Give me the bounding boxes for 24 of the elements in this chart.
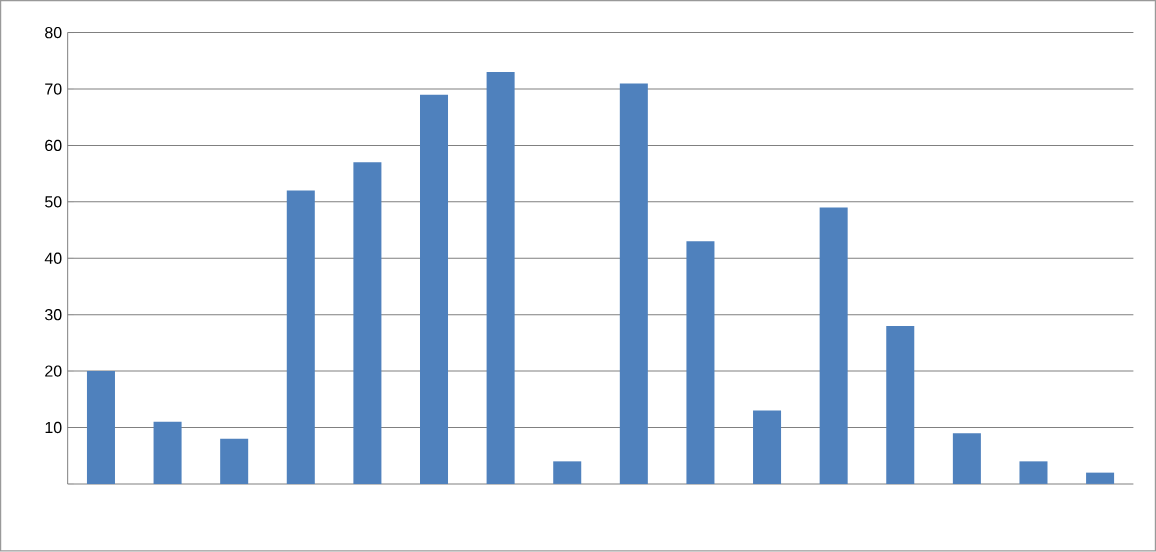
bar: [286, 190, 315, 485]
bar: [353, 162, 382, 485]
bar: [619, 83, 648, 485]
bar: [553, 461, 582, 485]
y-tick-label: 40: [44, 252, 62, 265]
y-tick-label: 50: [45, 196, 62, 208]
y-tick-label: 20: [45, 365, 62, 377]
bar: [753, 410, 782, 485]
bar: [486, 72, 515, 485]
y-tick-label: 10: [45, 422, 62, 434]
bar: [220, 439, 249, 485]
bar: [153, 422, 182, 485]
bar: [86, 371, 115, 485]
y-tick-label: 80: [45, 27, 62, 39]
bar: [952, 433, 981, 485]
bar: [420, 94, 449, 485]
bar: [1019, 461, 1048, 485]
y-tick-label: 60: [45, 140, 62, 152]
y-tick-label: 70: [45, 83, 62, 95]
bar: [686, 241, 715, 485]
bar: [886, 326, 915, 485]
y-tick-label: 30: [45, 309, 62, 321]
bar: [819, 207, 848, 485]
bar: [1086, 472, 1115, 485]
